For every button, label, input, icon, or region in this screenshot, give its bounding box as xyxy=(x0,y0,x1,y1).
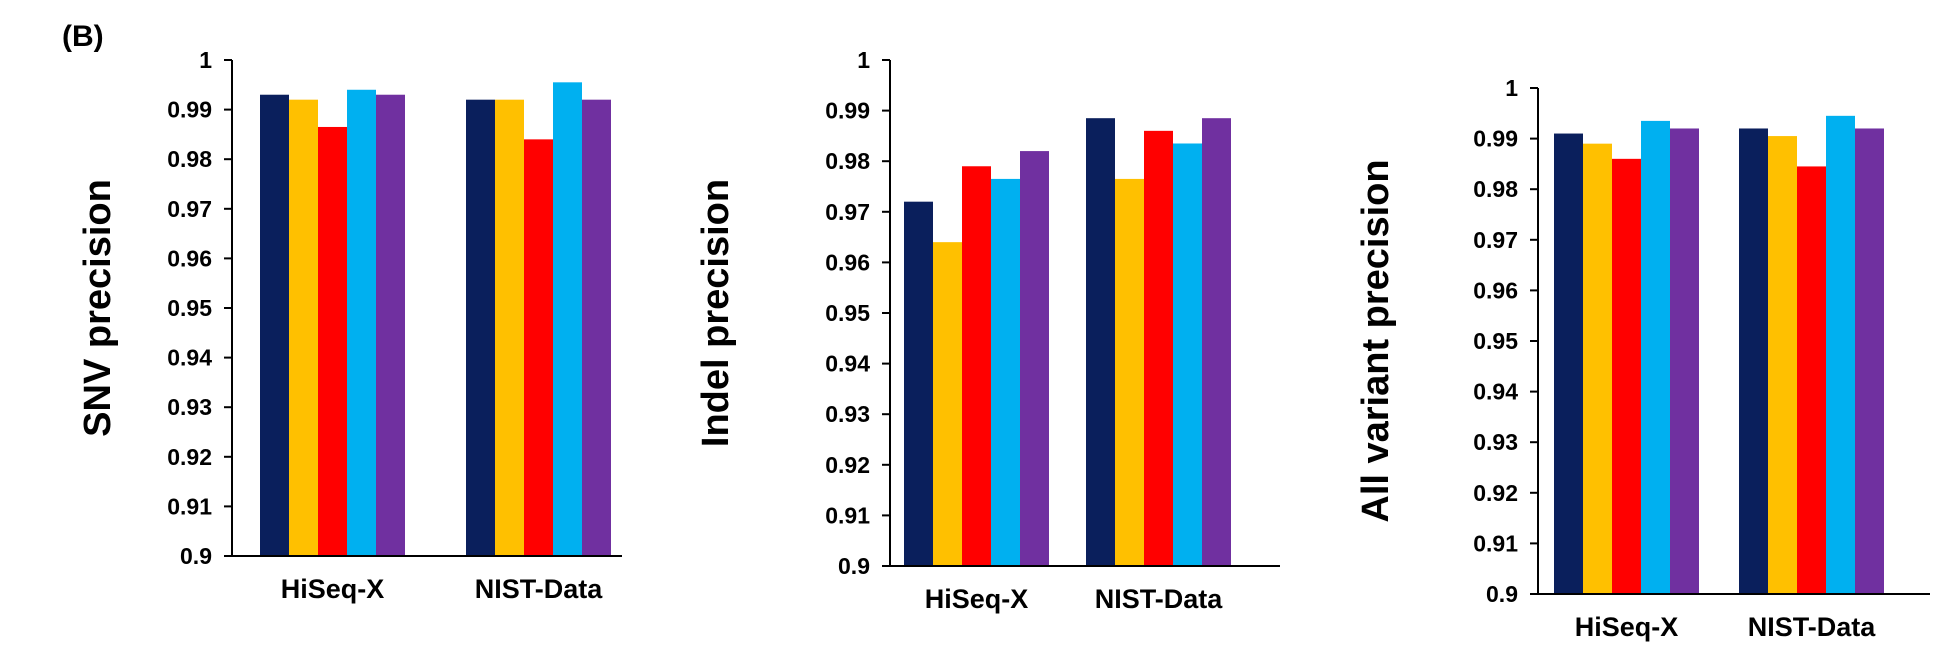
y-tick-label: 0.91 xyxy=(825,502,870,528)
y-tick-label: 0.99 xyxy=(167,97,212,123)
bar-p2-nist-data-s1 xyxy=(1086,118,1115,566)
bar-p1-nist-data-s5 xyxy=(582,99,611,557)
bar-p2-nist-data-s5 xyxy=(1202,118,1231,566)
bar-p1-nist-data-s1 xyxy=(466,99,495,557)
y-tick-label: 0.97 xyxy=(1473,227,1518,253)
y-tick-label: 0.95 xyxy=(825,300,870,326)
y-axis-title: Indel precision xyxy=(695,179,737,447)
x-category-label: HiSeq-X xyxy=(925,584,1029,614)
y-tick-label: 0.97 xyxy=(825,199,870,225)
chart-panel-1: 0.9 0.91 0.92 0.93 0.94 0.95 0.96 0.97 0.98 0.99 1… xyxy=(77,47,622,604)
x-category-label: HiSeq-X xyxy=(281,574,385,604)
y-tick-label: 0.92 xyxy=(167,444,212,470)
y-tick-label: 0.98 xyxy=(825,148,870,174)
y-tick-label: 0.92 xyxy=(825,452,870,478)
chart-panel-3: 0.9 0.91 0.92 0.93 0.94 0.95 0.96 0.97 0.98 0.99 1… xyxy=(1355,75,1930,642)
y-tick-label: 0.95 xyxy=(167,295,212,321)
bar-p2-nist-data-s4 xyxy=(1173,143,1202,567)
bar-p3-hiseq-x-s5 xyxy=(1670,128,1699,595)
bar-p2-nist-data-s3 xyxy=(1144,130,1173,566)
y-tick-label: 0.93 xyxy=(825,401,870,427)
y-tick-label: 0.98 xyxy=(167,146,212,172)
bar-p1-hiseq-x-s1 xyxy=(260,94,289,556)
x-category-label: HiSeq-X xyxy=(1575,612,1679,642)
bar-p2-hiseq-x-s5 xyxy=(1020,151,1049,566)
bar-p1-hiseq-x-s5 xyxy=(376,94,405,556)
y-tick-label: 1 xyxy=(199,47,212,73)
bar-p1-nist-data-s2 xyxy=(495,99,524,557)
bar-p1-hiseq-x-s4 xyxy=(347,89,376,556)
x-category-label: NIST-Data xyxy=(1095,584,1224,614)
bar-p2-nist-data-s2 xyxy=(1115,178,1144,566)
bar-p2-hiseq-x-s4 xyxy=(991,178,1020,566)
y-tick-label: 0.9 xyxy=(1486,581,1518,607)
y-tick-label: 0.9 xyxy=(180,543,212,569)
bar-p3-hiseq-x-s2 xyxy=(1583,143,1612,594)
bar-p2-hiseq-x-s2 xyxy=(933,242,962,566)
y-tick-label: 0.99 xyxy=(1473,126,1518,152)
bar-p3-nist-data-s4 xyxy=(1826,115,1855,594)
y-tick-label: 0.92 xyxy=(1473,480,1518,506)
y-axis-title: SNV precision xyxy=(77,179,119,437)
y-tick-label: 0.91 xyxy=(167,493,212,519)
bar-p3-nist-data-s3 xyxy=(1797,166,1826,594)
y-tick-label: 1 xyxy=(1505,75,1518,101)
bar-p2-hiseq-x-s1 xyxy=(904,201,933,566)
bar-p3-hiseq-x-s1 xyxy=(1554,133,1583,595)
bar-p3-nist-data-s1 xyxy=(1739,128,1768,595)
y-tick-label: 0.99 xyxy=(825,98,870,124)
bar-p1-hiseq-x-s3 xyxy=(318,126,347,557)
y-tick-label: 0.93 xyxy=(167,394,212,420)
chart-panel-2: 0.9 0.91 0.92 0.93 0.94 0.95 0.96 0.97 0.98 0.99 1… xyxy=(695,47,1280,614)
y-tick-label: 0.94 xyxy=(1473,379,1518,405)
bar-p1-hiseq-x-s2 xyxy=(289,99,318,557)
y-tick-label: 0.94 xyxy=(825,351,870,377)
x-category-label: NIST-Data xyxy=(1748,612,1877,642)
panel-label: (B) xyxy=(62,20,104,53)
y-tick-label: 0.97 xyxy=(167,196,212,222)
bar-p3-nist-data-s5 xyxy=(1855,128,1884,595)
bar-p3-hiseq-x-s4 xyxy=(1641,120,1670,594)
y-tick-label: 0.94 xyxy=(167,345,212,371)
bar-p1-nist-data-s3 xyxy=(524,139,553,557)
x-category-label: NIST-Data xyxy=(475,574,604,604)
y-tick-label: 0.91 xyxy=(1473,530,1518,556)
y-axis-title: All variant precision xyxy=(1355,159,1397,522)
y-tick-label: 0.96 xyxy=(825,249,870,275)
bar-p3-nist-data-s2 xyxy=(1768,136,1797,594)
bar-p1-nist-data-s4 xyxy=(553,82,582,556)
y-tick-label: 0.98 xyxy=(1473,176,1518,202)
y-tick-label: 0.96 xyxy=(1473,277,1518,303)
y-tick-label: 0.95 xyxy=(1473,328,1518,354)
bar-p2-hiseq-x-s3 xyxy=(962,166,991,566)
y-tick-label: 0.9 xyxy=(838,553,870,579)
y-tick-label: 0.93 xyxy=(1473,429,1518,455)
y-tick-label: 1 xyxy=(857,47,870,73)
y-tick-label: 0.96 xyxy=(167,245,212,271)
bar-p3-hiseq-x-s3 xyxy=(1612,158,1641,594)
